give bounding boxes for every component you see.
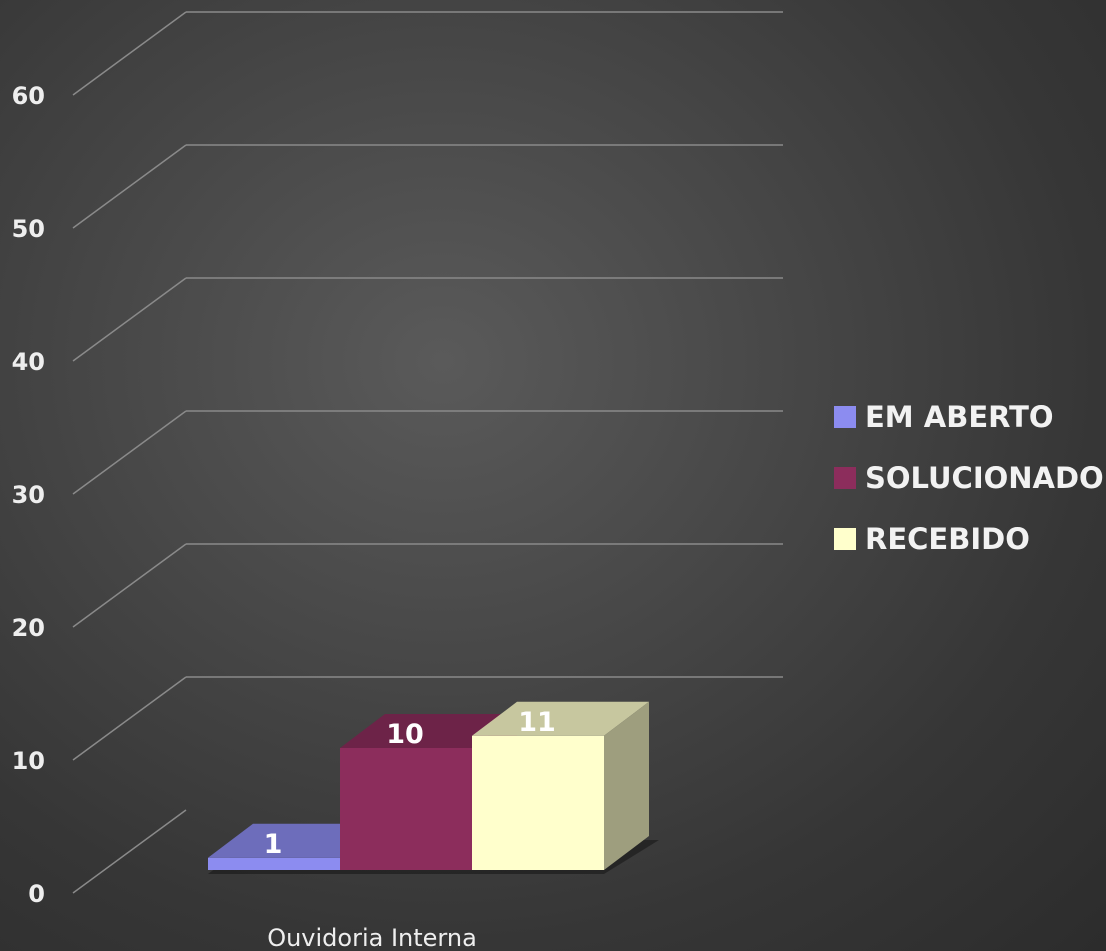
legend-item-solucionado: SOLUCIONADO (834, 447, 1104, 508)
legend-label-em-aberto: EM ABERTO (865, 399, 1054, 434)
y-tick-label-50: 50 (12, 215, 45, 243)
data-label-em-aberto: 1 (264, 829, 283, 860)
gridline-side-60 (72, 11, 187, 96)
gridline-side-10 (72, 676, 187, 761)
y-tick-label-10: 10 (12, 747, 45, 775)
gridline-side-0 (72, 809, 187, 894)
gridline-side-20 (72, 543, 187, 628)
legend-label-recebido: RECEBIDO (865, 521, 1030, 556)
data-label-recebido: 11 (518, 707, 556, 738)
x-category-label: Ouvidoria Interna (267, 924, 477, 951)
legend-item-em-aberto: EM ABERTO (834, 386, 1104, 447)
y-tick-label-20: 20 (12, 614, 45, 642)
chart-legend: EM ABERTO SOLUCIONADO RECEBIDO (834, 386, 1104, 569)
legend-swatch-solucionado (834, 466, 856, 489)
legend-swatch-em-aberto (834, 405, 856, 428)
gridline-side-50 (72, 144, 187, 229)
legend-swatch-recebido (834, 527, 856, 550)
legend-item-recebido: RECEBIDO (834, 508, 1104, 569)
legend-label-solucionado: SOLUCIONADO (865, 460, 1104, 495)
gridline-side-40 (72, 277, 187, 362)
y-tick-label-60: 60 (12, 82, 45, 110)
bar-top-recebido (472, 701, 649, 736)
gridline-side-30 (72, 410, 187, 495)
y-tick-label-0: 0 (28, 880, 45, 908)
bar-solucionado (340, 748, 472, 870)
bar-em-aberto (208, 857, 340, 870)
bar-side-recebido (604, 701, 649, 870)
y-tick-label-30: 30 (12, 481, 45, 509)
data-label-solucionado: 10 (386, 719, 424, 750)
bar-recebido (472, 735, 604, 870)
y-tick-label-40: 40 (12, 348, 45, 376)
